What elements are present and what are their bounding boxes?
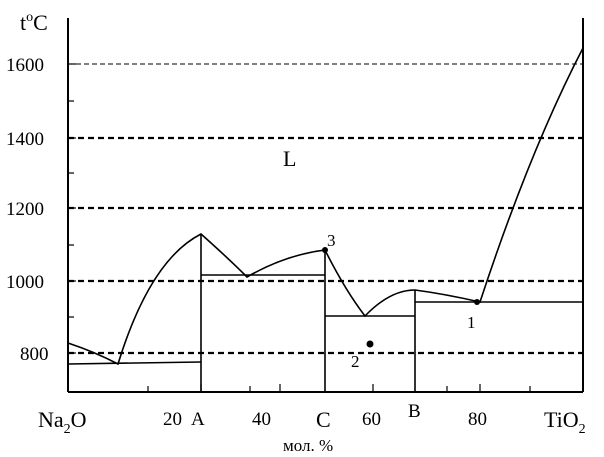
x-right-sub: 2: [579, 422, 586, 437]
x-left-sub: 2: [64, 422, 71, 437]
x-tick-label-20: 20: [163, 409, 182, 430]
x-tick-label-a: A: [191, 409, 205, 430]
point-label-2: 2: [351, 352, 360, 371]
y-ticks: [68, 63, 76, 354]
y-unit-end: C: [33, 10, 48, 35]
y-tick-label-800: 800: [20, 344, 49, 365]
x-tick-label-c: C: [316, 407, 331, 432]
x-axis-left-component: Na2O: [38, 407, 87, 437]
y-axis-unit: toC: [20, 10, 48, 35]
x-ticks: [147, 384, 531, 392]
point-1-marker: [474, 299, 480, 305]
x-tick-label-40: 40: [252, 409, 271, 430]
y-unit-sup: o: [26, 10, 33, 25]
point-label-3: 3: [327, 231, 336, 250]
x-tick-label-80: 80: [468, 409, 487, 430]
y-unit-main: t: [20, 10, 26, 35]
point-label-1: 1: [467, 313, 476, 332]
x-left-end: O: [71, 407, 87, 432]
x-left-main: Na: [38, 407, 64, 432]
y-tick-label-1000: 1000: [6, 272, 44, 293]
x-tick-label-b: B: [408, 401, 421, 422]
solidus-line-left: [67, 361, 202, 365]
point-3-marker: [322, 247, 328, 253]
x-axis-caption: мол. %: [283, 436, 333, 455]
x-axis-right-component: TiO2: [544, 407, 586, 437]
liquidus-curve-left: [67, 47, 584, 366]
point-2-marker: [366, 340, 374, 348]
x-tick-label-60: 60: [362, 409, 381, 430]
y-tick-label-1400: 1400: [6, 129, 44, 150]
y-tick-label-1600: 1600: [6, 55, 44, 76]
x-right-main: TiO: [544, 407, 579, 432]
y-tick-label-1200: 1200: [6, 199, 44, 220]
region-label-liquid: L: [283, 146, 296, 171]
